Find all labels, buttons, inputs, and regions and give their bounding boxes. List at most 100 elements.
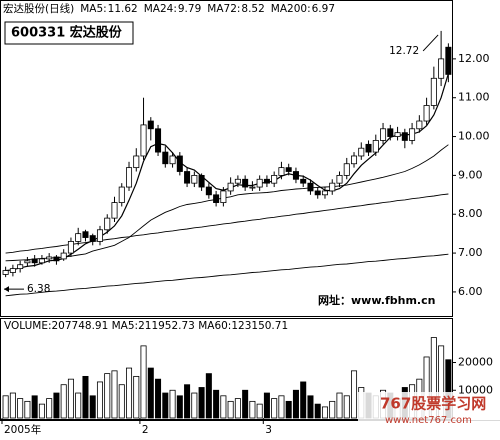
legend-name: MA24: (144, 3, 177, 15)
volume-bar (9, 392, 16, 419)
volume-bar (126, 367, 133, 419)
ma-line (5, 144, 449, 262)
volume-bar (104, 373, 111, 419)
candle-body (307, 182, 314, 192)
candle-body (249, 186, 256, 189)
x-tick-label: 2005年 (4, 423, 41, 436)
candle-body (169, 155, 176, 165)
candle-body (126, 167, 133, 188)
volume-bar (60, 384, 67, 419)
candle-body (336, 174, 343, 184)
volume-bar (271, 398, 278, 419)
candle-body (387, 128, 394, 137)
candle-body (147, 120, 154, 130)
volume-bar (155, 378, 162, 419)
volume-bar (67, 378, 74, 419)
volume-bar (24, 400, 31, 419)
volume-bar (300, 381, 307, 419)
volume-bar (38, 403, 45, 419)
candle-body (24, 260, 31, 264)
chart-title: 宏达股份(日线) (3, 2, 74, 15)
candle-body (409, 128, 416, 141)
candle-body (401, 132, 408, 141)
y-tick-label: 10000 (458, 383, 493, 396)
candle-body (31, 258, 38, 264)
candle-body (314, 190, 321, 196)
candle-body (321, 190, 328, 196)
candle-body (9, 268, 16, 273)
volume-bar (31, 395, 38, 419)
candle-body (278, 167, 285, 176)
price-panel-frame (0, 0, 453, 317)
candle-body (242, 178, 249, 188)
candle-body (263, 178, 270, 184)
volume-bar (263, 392, 270, 419)
candle-body (423, 105, 430, 122)
volume-bar (140, 345, 147, 419)
low-label: 6.38 (27, 283, 50, 295)
x-tick-label: 3 (265, 424, 272, 436)
candle-body (292, 171, 299, 180)
watermark-bg (358, 392, 500, 426)
y-tick-label: 7.00 (458, 246, 483, 259)
volume-bar (285, 400, 292, 419)
candle-body (133, 155, 140, 169)
legend-name: MA72: (207, 3, 240, 15)
x-tick-label: 2 (142, 424, 149, 436)
volume-bar (169, 389, 176, 419)
volume-bar (82, 375, 89, 419)
code-box-text: 600331 宏达股份 (11, 25, 123, 41)
legend-value: 6.97 (312, 3, 335, 15)
candle-body (227, 182, 234, 192)
volume-bar (314, 403, 321, 419)
y-tick-label: 12.00 (458, 52, 490, 65)
website: 网址：www.fbhm.cn (318, 293, 435, 307)
volume-bar (220, 395, 227, 419)
candle-body (155, 128, 162, 153)
volume-title: VOLUME:207748.91 MA5:211952.73 MA60:1231… (4, 320, 288, 332)
candle-body (38, 258, 45, 264)
volume-bar (242, 389, 249, 419)
candle-body (445, 46, 452, 75)
candle-body (96, 229, 103, 242)
candle-body (271, 174, 278, 184)
volume-bar (96, 381, 103, 419)
volume-bar (111, 370, 118, 419)
legend-value: 8.52 (241, 3, 264, 15)
candle-body (220, 190, 227, 203)
candle-body (67, 241, 74, 254)
volume-bar (292, 389, 299, 419)
volume-bar (227, 400, 234, 419)
candle-body (2, 270, 9, 275)
candle-body (162, 151, 169, 165)
candle-body (372, 140, 379, 153)
candle-body (17, 264, 24, 270)
candle-body (205, 186, 212, 196)
volume-bar (46, 398, 53, 419)
y-tick-label: 8.00 (458, 207, 483, 220)
y-tick-label: 9.00 (458, 168, 483, 181)
volume-bar (191, 392, 198, 419)
peak-pointer (422, 34, 439, 52)
peak-label: 12.72 (389, 45, 419, 57)
volume-bar (133, 375, 140, 419)
volume-bar (147, 367, 154, 419)
candle-body (285, 167, 292, 172)
candle-body (75, 233, 82, 242)
code-box (4, 21, 134, 45)
candle-body (351, 155, 358, 165)
ma-line (5, 193, 449, 254)
candle-body (358, 147, 365, 157)
candle-body (104, 217, 111, 231)
legend-value: 9.79 (178, 3, 201, 15)
candle-body (140, 124, 147, 157)
y-tick-label: 10.00 (458, 130, 490, 143)
y-tick-label: 6.00 (458, 285, 483, 298)
volume-bar (205, 373, 212, 419)
y-tick-label: 11.00 (458, 91, 490, 104)
volume-bar (198, 387, 205, 419)
candle-body (256, 178, 263, 188)
volume-bar (336, 392, 343, 419)
candle-body (213, 194, 220, 203)
